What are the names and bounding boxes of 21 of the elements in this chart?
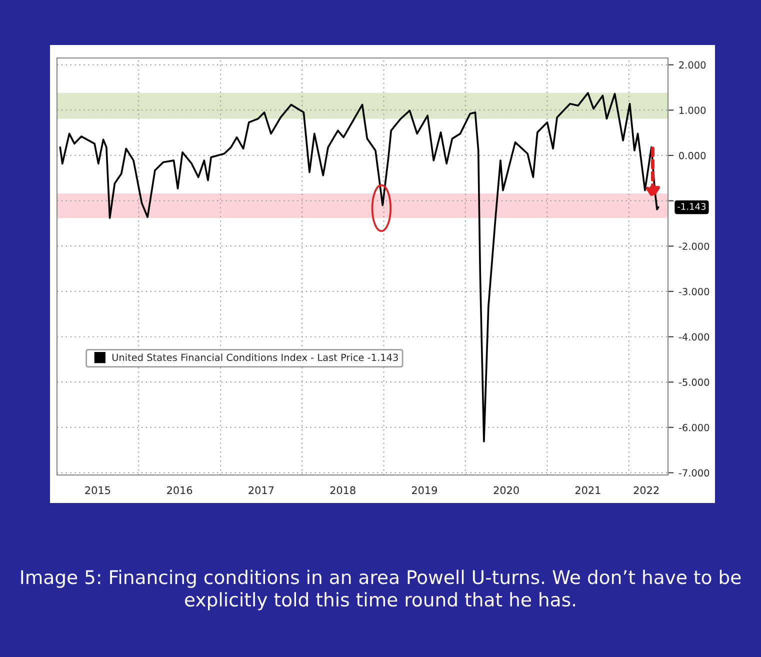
y-tick-label: -2.000	[678, 242, 710, 250]
y-tick-label: -5.000	[678, 378, 710, 386]
x-tick-label: 2021	[575, 486, 600, 494]
x-tick-label: 2020	[494, 486, 519, 494]
y-tick-label: 0.000	[679, 152, 706, 160]
y-tick-label: -7.000	[678, 469, 710, 477]
x-tick-label: 2019	[412, 486, 437, 494]
x-tick-label: 2016	[167, 486, 192, 494]
y-tick-label: -6.000	[678, 424, 710, 432]
text: Image 5: Financing conditions in an area Powell U-turns. We don’t have to be explicitly told this time round that he has.	[21, 570, 741, 610]
y-tick-label: 2.000	[679, 61, 706, 69]
y-tick-label: -4.000	[678, 333, 710, 341]
x-tick-label: 2018	[330, 486, 356, 494]
y-tick-label: -3.000	[678, 288, 710, 296]
annotation: -1.143	[678, 203, 706, 210]
y-tick-label: 1.000	[679, 106, 706, 114]
line-series	[59, 92, 660, 442]
x-tick-label: 2017	[248, 486, 274, 494]
x-tick-label: 2022	[634, 486, 659, 494]
legend-label: United States Financial Conditions Index - Last Price -1.143	[112, 354, 398, 362]
x-tick-label: 2015	[85, 486, 110, 494]
